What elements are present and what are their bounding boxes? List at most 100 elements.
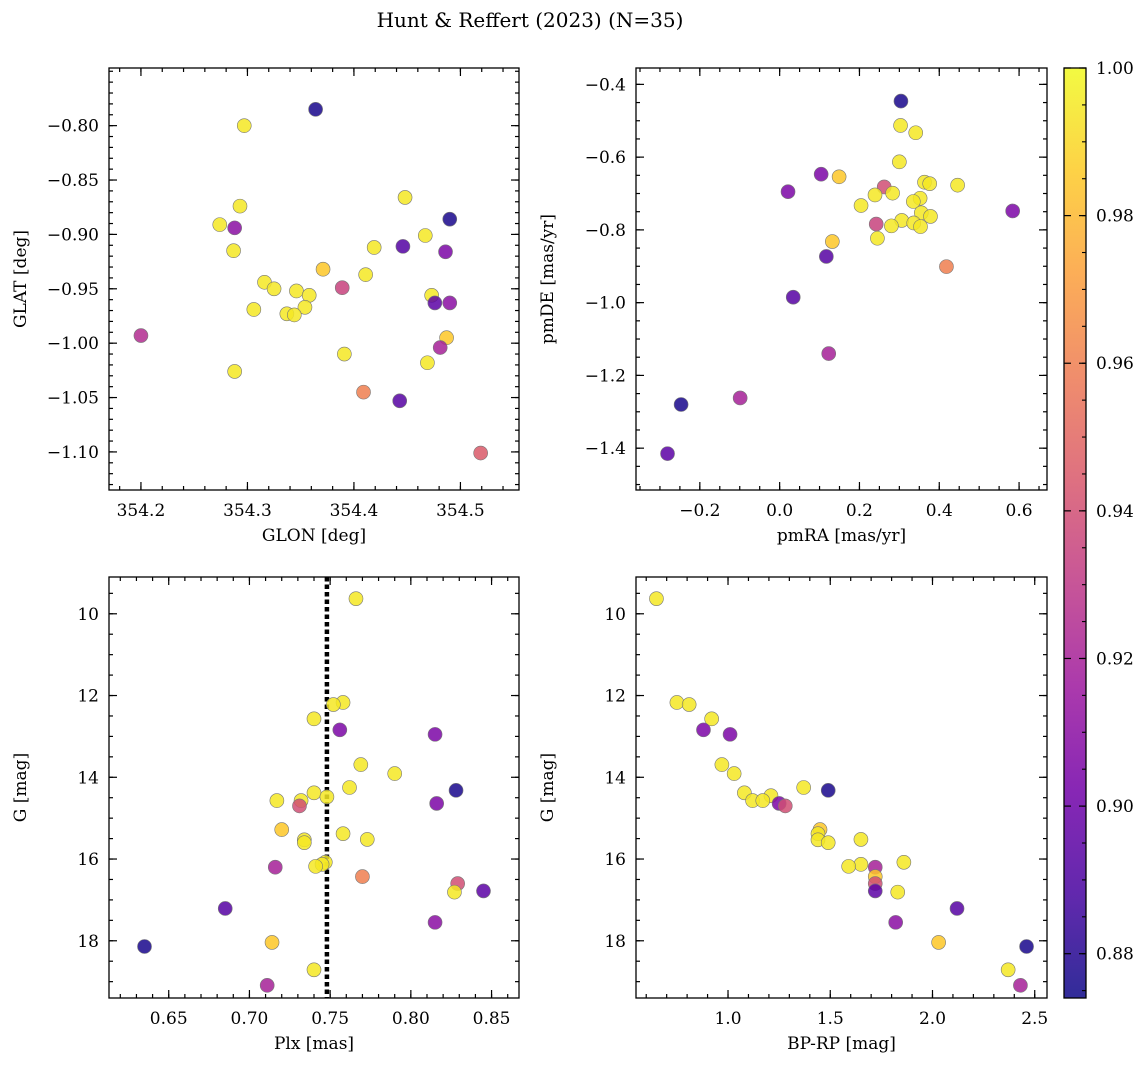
y-tick-label: −1.00	[47, 334, 99, 354]
data-point	[1000, 962, 1016, 978]
data-point	[359, 832, 375, 847]
ticks	[636, 68, 1047, 490]
data-point	[820, 783, 836, 798]
data-point	[885, 185, 900, 201]
data-point	[1005, 203, 1020, 219]
data-point	[813, 166, 829, 182]
y-tick-label: 10	[77, 605, 99, 625]
data-point	[227, 220, 242, 236]
panel-plx-g: 0.65 0.70 0.75 0.80 0.85 10 12 14 16 18 Plx [mas] G…	[11, 576, 520, 1054]
data-point	[841, 859, 856, 874]
data-point	[232, 198, 248, 214]
data-point	[308, 859, 323, 874]
data-point	[335, 826, 351, 841]
data-point	[796, 780, 811, 795]
y-tick-label: 16	[604, 850, 626, 870]
colorbar-tick-label: 1.00	[1096, 59, 1134, 79]
data-point	[893, 118, 908, 133]
data-point	[267, 859, 283, 875]
axes-frame	[108, 576, 520, 999]
data-point	[226, 243, 241, 259]
ticks	[109, 577, 519, 998]
axes-frame	[635, 576, 1048, 999]
data-point	[395, 239, 411, 254]
data-point	[438, 244, 453, 260]
data-point	[853, 832, 869, 847]
data-point	[868, 216, 884, 232]
data-point	[387, 766, 403, 781]
data-point	[348, 591, 364, 606]
x-tick-label: 354.3	[223, 501, 272, 521]
x-tick-label: 354.5	[436, 501, 485, 521]
data-point	[931, 935, 946, 950]
x-tick-label: 0.6	[1006, 501, 1033, 521]
y-tick-label: −0.8	[585, 221, 626, 241]
x-axis-label: pmRA [mas/yr]	[777, 526, 906, 546]
data-point	[133, 328, 149, 343]
x-tick-label: 1.5	[817, 1009, 844, 1029]
data-point	[326, 697, 341, 712]
y-tick-label: 12	[604, 687, 626, 707]
y-tick-label: 14	[77, 768, 99, 788]
data-point	[289, 283, 304, 299]
y-tick-label: −1.05	[47, 389, 99, 409]
x-tick-label: 354.2	[117, 501, 166, 521]
points	[660, 93, 1020, 461]
data-point	[266, 281, 282, 297]
data-point	[274, 822, 290, 837]
y-tick-label: 18	[604, 932, 626, 952]
data-point	[417, 228, 433, 243]
data-point	[473, 445, 488, 461]
data-point	[429, 796, 444, 811]
data-point	[353, 757, 369, 772]
data-point	[137, 939, 152, 954]
panels: 354.2 354.3 354.4 354.5 −0.80 −0.85 −0.90 −0.95…	[11, 67, 1048, 1054]
x-axis-label: BP-RP [mag]	[787, 1034, 896, 1054]
data-point	[442, 211, 458, 227]
data-point	[476, 883, 491, 899]
x-tick-label: 0.4	[926, 501, 953, 521]
panel-bprp-g: 1.0 1.5 2.0 2.5 10 12 14 16 18 BP-RP [mag] G [mag]	[538, 576, 1048, 1054]
data-point	[892, 154, 907, 170]
points	[137, 591, 491, 993]
data-point	[306, 962, 322, 978]
data-point	[259, 978, 275, 993]
data-point	[286, 307, 302, 323]
x-tick-label: 354.4	[330, 501, 379, 521]
data-point	[269, 793, 285, 808]
data-point	[264, 935, 280, 950]
data-point	[870, 230, 885, 246]
y-axis-label: GLAT [deg]	[11, 230, 31, 328]
data-point	[236, 118, 252, 133]
data-point	[427, 727, 443, 742]
y-tick-label: −0.80	[47, 117, 99, 137]
data-point	[297, 835, 312, 850]
data-point	[867, 883, 883, 899]
x-tick-label: 0.80	[392, 1009, 430, 1029]
data-point	[950, 177, 965, 193]
x-tick-label: 1.0	[714, 1009, 741, 1029]
data-point	[392, 393, 408, 409]
y-tick-label: −0.90	[47, 225, 99, 245]
x-tick-label: 0.85	[473, 1009, 511, 1029]
data-point	[893, 93, 909, 109]
data-point	[820, 835, 836, 850]
data-point	[342, 780, 357, 795]
data-point	[867, 187, 883, 203]
data-point	[660, 446, 675, 461]
figure-title: Hunt & Reffert (2023) (N=35)	[377, 8, 684, 32]
data-point	[397, 190, 413, 205]
data-point	[420, 355, 435, 371]
data-point	[714, 757, 730, 772]
y-tick-label: −1.0	[585, 294, 626, 314]
data-point	[356, 384, 371, 400]
data-point	[777, 798, 793, 814]
y-tick-label: −0.4	[585, 75, 626, 95]
y-axis-label: G [mag]	[538, 753, 558, 822]
data-point	[649, 591, 664, 606]
x-axis-label: GLON [deg]	[262, 526, 366, 546]
data-point	[825, 234, 840, 249]
data-point	[246, 302, 262, 317]
data-point	[1013, 978, 1028, 993]
data-point	[819, 249, 834, 264]
